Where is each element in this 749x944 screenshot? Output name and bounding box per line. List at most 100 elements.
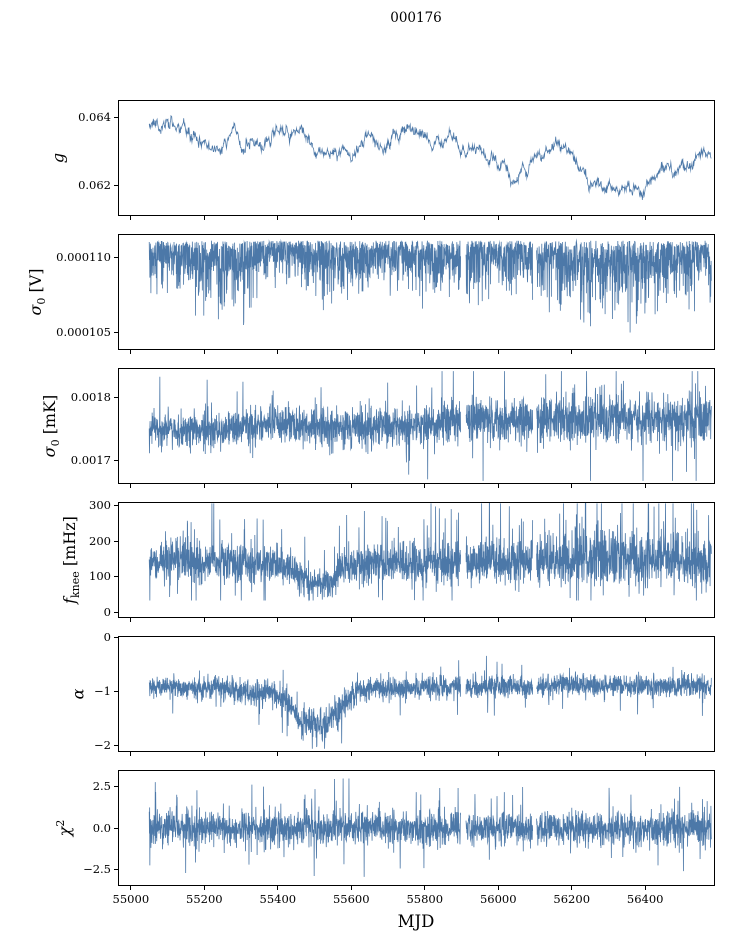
ylabel-f_knee: fknee [mHz]	[60, 516, 82, 604]
x-tick	[203, 350, 205, 354]
x-tick	[277, 350, 279, 354]
x-tick	[350, 350, 352, 354]
y-tick-label: −1	[94, 683, 111, 698]
y-tick	[114, 690, 118, 692]
x-tick-label: 55200	[186, 892, 223, 906]
x-tick	[130, 886, 132, 890]
y-tick	[114, 827, 118, 829]
y-tick-label: 0.062	[78, 177, 111, 192]
y-tick	[114, 459, 118, 461]
y-tick	[114, 868, 118, 870]
x-tick	[497, 350, 499, 354]
x-tick	[277, 618, 279, 622]
ylabel-sigma0_mK: σ0 [mK]	[40, 395, 62, 458]
ylabel-sigma0_V: σ0 [V]	[26, 268, 48, 315]
x-tick	[130, 350, 132, 354]
x-tick	[497, 216, 499, 220]
y-tick-label: −2.5	[83, 861, 111, 876]
x-tick	[130, 752, 132, 756]
ylabel-unit: [V]	[25, 268, 45, 298]
x-tick-label: 56000	[479, 892, 517, 906]
x-tick	[571, 484, 573, 488]
x-tick	[350, 216, 352, 220]
y-tick	[114, 505, 118, 507]
x-tick	[203, 886, 205, 890]
ylabel-base: f	[60, 597, 80, 604]
y-tick-label: −2	[94, 737, 111, 752]
x-tick-label: 55000	[112, 892, 150, 906]
y-tick	[114, 116, 118, 118]
panel-f_knee: 0 100 200 300	[89, 498, 715, 622]
ylabel-base: χ	[55, 826, 75, 837]
x-axis-label: MJD	[397, 912, 435, 931]
x-tick	[203, 618, 205, 622]
y-tick-label: 100	[89, 569, 111, 584]
y-tick-label: 0.0017	[70, 452, 111, 467]
x-tick	[571, 886, 573, 890]
x-tick	[571, 216, 573, 220]
x-tick	[571, 350, 573, 354]
panel-alpha: −2 −1 0	[94, 630, 715, 756]
x-tick	[350, 752, 352, 756]
ylabel-unit: [mK]	[39, 394, 59, 440]
x-tick	[571, 752, 573, 756]
ylabel-superscript: 2	[54, 819, 68, 827]
panel-canvas-alpha	[118, 636, 715, 752]
x-tick	[277, 752, 279, 756]
x-tick-label: 55600	[332, 892, 370, 906]
y-tick	[114, 397, 118, 399]
panel-canvas-sigma0_V	[118, 234, 715, 350]
y-tick	[114, 636, 118, 638]
x-tick	[203, 484, 205, 488]
x-tick-label: 55400	[259, 892, 297, 906]
x-tick	[644, 886, 646, 890]
y-tick-label: 300	[89, 498, 111, 513]
y-tick	[114, 540, 118, 542]
x-tick	[203, 216, 205, 220]
y-tick-label: 2.5	[92, 779, 111, 794]
x-tick-label: 56400	[626, 892, 664, 906]
y-tick-label: 0.0018	[70, 390, 111, 405]
x-tick	[644, 216, 646, 220]
ylabel-chi2: χ2	[54, 820, 74, 837]
x-tick	[424, 216, 426, 220]
panel-sigma0_V: 0.000105 0.000110	[56, 234, 715, 354]
panel-sigma0_mK: 0.0017 0.0018	[71, 368, 715, 488]
x-tick	[497, 618, 499, 622]
x-tick	[130, 484, 132, 488]
ylabel-base: α	[68, 688, 88, 700]
x-tick	[203, 752, 205, 756]
x-tick	[424, 752, 426, 756]
y-tick	[114, 612, 118, 614]
x-tick-label: 55800	[406, 892, 444, 906]
x-tick	[497, 886, 499, 890]
x-tick	[350, 618, 352, 622]
ylabel-subscript: 0	[34, 297, 48, 305]
ylabel-subscript: knee	[69, 571, 83, 598]
x-tick	[644, 618, 646, 622]
x-tick	[497, 484, 499, 488]
x-tick	[350, 886, 352, 890]
x-tick	[644, 752, 646, 756]
y-tick-label: 0.000105	[56, 324, 111, 339]
panel-canvas-sigma0_mK	[118, 368, 715, 484]
y-tick-label: 0.064	[78, 109, 111, 124]
ylabel-base: σ	[39, 446, 59, 458]
x-tick	[571, 618, 573, 622]
x-tick	[130, 216, 132, 220]
ylabel-g: g	[48, 153, 67, 163]
y-tick	[114, 257, 118, 259]
y-tick	[114, 744, 118, 746]
ylabel-base: σ	[25, 304, 45, 316]
ylabel-base: g	[48, 152, 67, 164]
y-tick-label: 0.0	[92, 820, 111, 835]
panel-canvas-f_knee	[118, 502, 715, 618]
x-tick	[350, 484, 352, 488]
ylabel-unit: [mHz]	[60, 516, 80, 572]
ylabel-subscript: 0	[48, 439, 62, 447]
y-tick	[114, 786, 118, 788]
ylabel-alpha: α	[69, 689, 88, 700]
x-tick	[424, 350, 426, 354]
y-tick-label: 200	[89, 533, 111, 548]
